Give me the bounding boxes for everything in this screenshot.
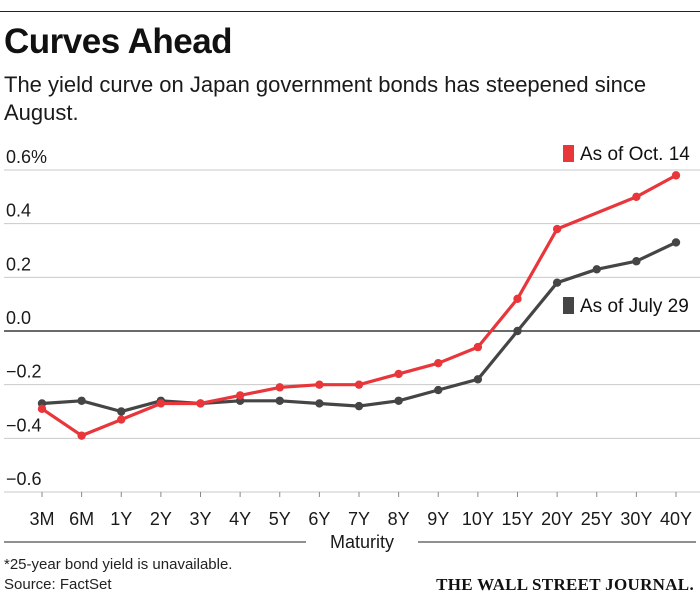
data-point-july-29: [671, 238, 681, 247]
x-tick-label: 1Y: [110, 509, 132, 529]
data-point-july-29: [315, 399, 324, 408]
data-point-oct-14: [77, 431, 86, 440]
data-point-july-29: [117, 407, 126, 416]
source-note: Source: FactSet: [4, 576, 112, 593]
x-tick-label: 40Y: [660, 509, 692, 529]
x-tick-label: 6Y: [308, 509, 330, 529]
legend-swatch-oct-14: [563, 145, 574, 162]
data-point-oct-14: [315, 380, 324, 389]
data-point-july-29: [275, 396, 284, 405]
data-point-oct-14: [632, 192, 641, 202]
data-point-oct-14: [196, 399, 205, 408]
x-tick-label: 3Y: [189, 509, 211, 529]
y-tick-label: 0.2: [6, 254, 31, 274]
x-tick-label: 10Y: [462, 509, 494, 529]
data-point-oct-14: [513, 294, 522, 303]
x-tick-label: 30Y: [620, 509, 652, 529]
data-point-july-29: [354, 401, 364, 411]
y-tick-label: −0.2: [6, 362, 42, 382]
y-tick-label: 0.4: [6, 201, 31, 221]
legend-label-july-29: As of July 29: [580, 296, 689, 317]
y-tick-label: 0.0: [6, 308, 31, 328]
data-point-oct-14: [117, 415, 126, 424]
data-point-oct-14: [552, 224, 562, 234]
top-rule: [0, 11, 700, 12]
data-point-oct-14: [394, 369, 403, 379]
publisher-logo: THE WALL STREET JOURNAL.: [436, 575, 694, 594]
x-tick-label: 9Y: [427, 509, 449, 529]
data-point-july-29: [513, 326, 522, 336]
series-line-oct-14: [40, 173, 678, 438]
data-point-oct-14: [235, 391, 245, 400]
data-point-oct-14: [473, 342, 483, 352]
footnote: *25-year bond yield is unavailable.: [4, 556, 233, 573]
y-tick-label: −0.6: [6, 469, 42, 489]
x-tick-label: 25Y: [581, 509, 613, 529]
x-tick-label: 3M: [29, 509, 54, 529]
x-tick-label: 5Y: [269, 509, 291, 529]
data-point-oct-14: [434, 359, 443, 368]
x-tick-label: 15Y: [501, 509, 533, 529]
chart-title: Curves Ahead: [4, 22, 233, 61]
x-tick-label: 8Y: [388, 509, 410, 529]
data-point-oct-14: [275, 383, 284, 392]
x-tick-label: 20Y: [541, 509, 573, 529]
y-tick-label: −0.4: [6, 415, 42, 435]
data-point-july-29: [632, 257, 641, 266]
data-point-oct-14: [156, 399, 166, 408]
x-tick-label: 6M: [69, 509, 94, 529]
data-point-oct-14: [37, 404, 47, 414]
x-axis-title: Maturity: [330, 532, 394, 552]
legend-label-oct-14: As of Oct. 14: [580, 144, 690, 165]
y-tick-label: 0.6%: [6, 147, 47, 167]
data-point-july-29: [77, 396, 86, 405]
data-point-july-29: [552, 278, 562, 287]
data-point-july-29: [434, 385, 443, 395]
data-point-oct-14: [671, 171, 681, 180]
x-tick-label: 2Y: [150, 509, 172, 529]
chart-subtitle: The yield curve on Japan government bond…: [4, 72, 647, 125]
data-point-july-29: [394, 396, 403, 405]
data-point-july-29: [592, 265, 601, 274]
legend-swatch-july-29: [563, 297, 574, 314]
data-point-july-29: [473, 375, 483, 384]
x-tick-label: 7Y: [348, 509, 370, 529]
data-point-oct-14: [354, 380, 364, 389]
x-tick-label: 4Y: [229, 509, 251, 529]
